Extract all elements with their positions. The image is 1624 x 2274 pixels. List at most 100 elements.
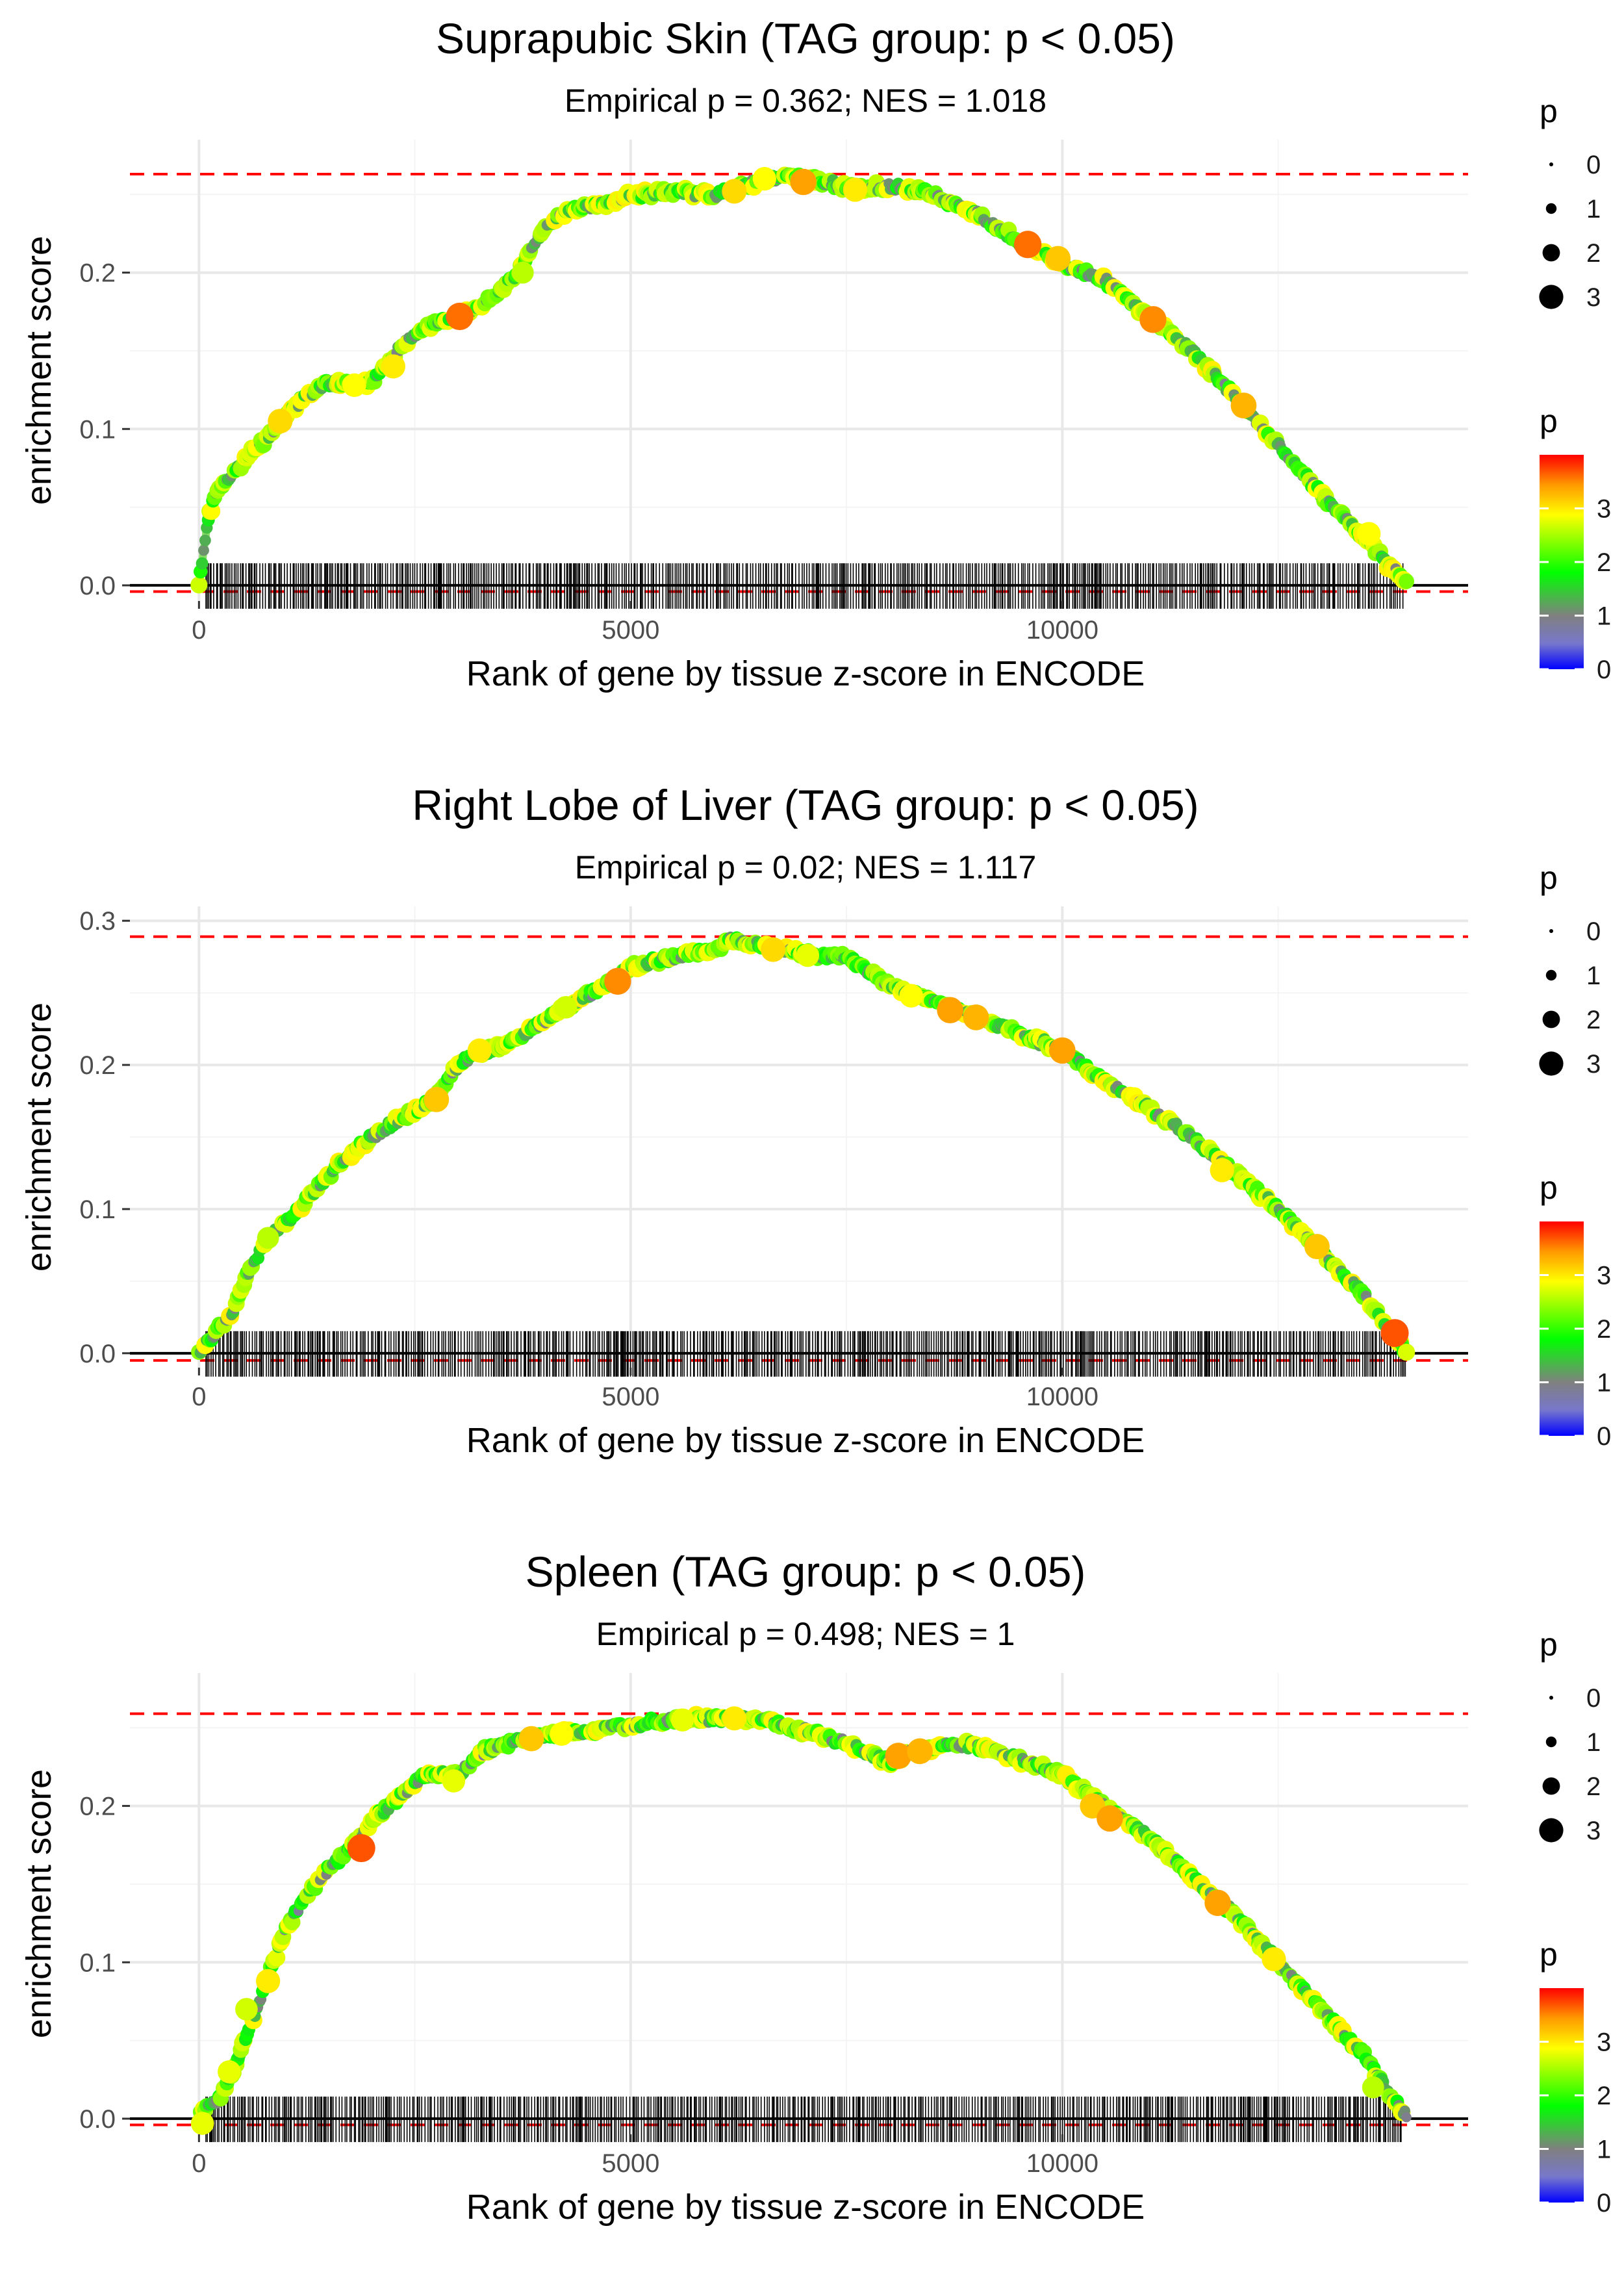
es-point-highlight xyxy=(442,1769,466,1793)
size-legend-label: 2 xyxy=(1586,1772,1601,1801)
size-legend-label: 3 xyxy=(1586,1050,1601,1079)
x-tick-label: 0 xyxy=(192,616,206,645)
x-axis-label: Rank of gene by tissue z-score in ENCODE xyxy=(466,654,1145,693)
es-points xyxy=(190,166,1415,594)
size-legend-dot xyxy=(1542,244,1560,262)
es-point-highlight xyxy=(1097,1805,1123,1832)
size-legend-dot xyxy=(1539,285,1564,309)
es-point-highlight xyxy=(1356,522,1381,546)
es-point-highlight xyxy=(937,997,963,1024)
color-legend-label: 0 xyxy=(1597,1422,1611,1451)
chart-subtitle: Empirical p = 0.02; NES = 1.117 xyxy=(575,849,1037,886)
es-point xyxy=(1397,1344,1415,1361)
x-tick-label: 10000 xyxy=(1026,1383,1098,1411)
es-point-highlight xyxy=(790,168,817,196)
x-tick-label: 0 xyxy=(192,1383,206,1411)
es-curve-band xyxy=(196,933,1410,1358)
size-legend-label: 2 xyxy=(1586,1006,1601,1034)
es-point xyxy=(198,544,209,556)
color-legend-label: 3 xyxy=(1597,2028,1611,2057)
es-point-highlight xyxy=(1014,231,1042,259)
es-point-highlight xyxy=(424,1086,450,1112)
y-axis-label: enrichment score xyxy=(19,236,58,505)
chart-title: Right Lobe of Liver (TAG group: p < 0.05… xyxy=(412,781,1199,829)
size-legend-label: 2 xyxy=(1586,239,1601,268)
y-tick-label: 0.0 xyxy=(79,1340,116,1368)
size-legend-label: 1 xyxy=(1586,1728,1601,1757)
es-point-highlight xyxy=(256,1969,281,1993)
size-legend: p0 1 2 3 xyxy=(1539,93,1601,312)
es-point xyxy=(196,557,209,570)
x-tick-label: 10000 xyxy=(1026,2149,1098,2178)
color-legend-label: 1 xyxy=(1597,2136,1611,2164)
es-point-highlight xyxy=(218,2060,241,2084)
es-point-highlight xyxy=(963,1004,989,1030)
size-legend-label: 3 xyxy=(1586,1817,1601,1845)
color-legend-label: 2 xyxy=(1597,548,1611,577)
size-legend-dot xyxy=(1539,1051,1564,1076)
y-tick-label: 0.3 xyxy=(79,907,116,936)
x-tick-label: 10000 xyxy=(1026,616,1098,645)
es-point-highlight xyxy=(1049,1037,1076,1064)
y-tick-label: 0.2 xyxy=(79,1051,116,1080)
es-point xyxy=(268,1948,286,1967)
size-legend-title: p xyxy=(1540,93,1558,129)
es-point-highlight xyxy=(722,179,747,204)
size-legend-dot xyxy=(1542,1010,1560,1028)
color-legend-label: 2 xyxy=(1597,2082,1611,2110)
x-tick-label: 0 xyxy=(192,2149,206,2178)
size-legend-dot xyxy=(1549,929,1553,933)
size-legend-dot xyxy=(1539,1818,1564,1843)
size-legend-label: 0 xyxy=(1586,917,1601,946)
es-point-highlight xyxy=(467,1038,492,1063)
x-tick-label: 5000 xyxy=(602,2149,659,2178)
size-legend-label: 3 xyxy=(1586,283,1601,312)
y-axis-label: enrichment score xyxy=(19,1003,58,1271)
panel-3: Spleen (TAG group: p < 0.05) Empirical p … xyxy=(19,1548,1611,2227)
size-legend-title: p xyxy=(1540,1626,1558,1663)
x-axis-label: Rank of gene by tissue z-score in ENCODE xyxy=(466,2188,1145,2227)
y-tick-label: 0.0 xyxy=(79,572,116,600)
es-point-highlight xyxy=(761,937,786,962)
color-legend-label: 0 xyxy=(1597,656,1611,684)
es-point-highlight xyxy=(554,995,577,1019)
y-tick-label: 0.0 xyxy=(79,2105,116,2134)
es-point xyxy=(1401,2112,1412,2123)
es-point-highlight xyxy=(518,1726,544,1752)
es-point xyxy=(1399,573,1415,589)
es-point-highlight xyxy=(511,261,534,284)
es-point-highlight xyxy=(1204,1889,1231,1917)
chart-subtitle: Empirical p = 0.498; NES = 1 xyxy=(596,1616,1015,1652)
es-point-highlight xyxy=(235,1998,258,2021)
chart-title: Spleen (TAG group: p < 0.05) xyxy=(526,1548,1086,1596)
es-points xyxy=(191,931,1415,1361)
es-point-highlight xyxy=(342,373,366,398)
color-legend: p 3 2 1 0 xyxy=(1540,403,1611,684)
size-legend-dot xyxy=(1545,1736,1557,1748)
color-legend-title: p xyxy=(1540,403,1558,439)
es-point-highlight xyxy=(752,166,777,191)
es-point-highlight xyxy=(1210,1158,1234,1182)
es-point-highlight xyxy=(550,1722,574,1746)
color-legend-title: p xyxy=(1540,1169,1558,1206)
x-tick-label: 5000 xyxy=(602,616,659,645)
es-point-highlight xyxy=(1045,246,1071,272)
es-point-highlight xyxy=(796,943,820,967)
size-legend-label: 1 xyxy=(1586,195,1601,224)
y-tick-label: 0.2 xyxy=(79,1793,116,1821)
es-point-highlight xyxy=(257,1227,279,1249)
es-point-highlight xyxy=(670,1708,694,1731)
size-legend-dot xyxy=(1545,969,1557,981)
color-legend-title: p xyxy=(1540,1936,1558,1973)
es-point-highlight xyxy=(885,1743,912,1769)
size-legend-dot xyxy=(1542,1777,1560,1795)
color-legend-label: 1 xyxy=(1597,602,1611,631)
size-legend: p0 1 2 3 xyxy=(1539,860,1601,1079)
es-point-highlight xyxy=(347,1834,375,1863)
color-legend: p 3 2 1 0 xyxy=(1540,1936,1611,2217)
es-point-highlight xyxy=(1139,306,1167,333)
es-point-highlight xyxy=(446,302,474,331)
y-tick-label: 0.1 xyxy=(79,1948,116,1977)
es-point xyxy=(199,534,211,546)
